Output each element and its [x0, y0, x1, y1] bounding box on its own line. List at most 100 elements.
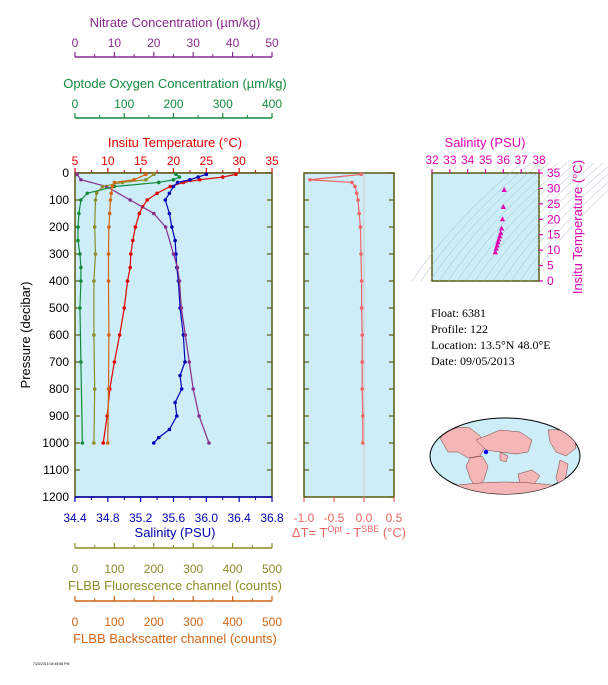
backscatter-point — [132, 177, 136, 182]
nitrate-point — [128, 198, 132, 202]
backscatter-tick-label: 300 — [183, 615, 203, 629]
delta-tick-label: 0.0 — [356, 511, 373, 525]
pressure-axis: 0 100 200 300 400 500 600 700 800 900 1000 1100 1200 — [42, 166, 272, 504]
temperature-tick-label: 15 — [134, 154, 148, 168]
oxygen-point — [80, 441, 85, 445]
oxygen-point — [79, 265, 83, 270]
salinity-tick-label: 36.4 — [227, 511, 251, 525]
temperature-point — [101, 441, 106, 445]
backscatter-tick-label: 100 — [104, 615, 124, 629]
pressure-tick-label: 500 — [49, 301, 69, 315]
nitrate-point — [75, 172, 79, 177]
temperature-point — [155, 191, 159, 196]
oxygen-point — [171, 177, 176, 182]
salinity-point — [167, 191, 172, 196]
delta-point — [355, 191, 359, 196]
oxygen-point — [79, 360, 83, 364]
salinity-tick-label: 34.4 — [63, 511, 87, 525]
salinity-point — [167, 427, 172, 432]
oxygen-tick-label: 300 — [213, 97, 233, 111]
backscatter-point — [107, 333, 111, 337]
delta-point — [359, 172, 363, 177]
delta-point — [357, 211, 362, 216]
delta-point — [356, 198, 360, 202]
nitrate-point — [207, 441, 211, 445]
backscatter-axis-title: FLBB Backscatter channel (counts) — [73, 631, 277, 646]
oxygen-point — [79, 279, 83, 283]
nitrate-point — [171, 252, 176, 256]
nitrate-tick-label: 10 — [108, 36, 122, 50]
ts-density-contour — [474, 162, 586, 282]
ts-ylabel: Insitu Temperature (°C) — [570, 160, 585, 294]
salinity-tick-label: 35.2 — [129, 511, 153, 525]
backscatter-point — [108, 198, 113, 202]
delta-point — [360, 387, 365, 391]
salinity-tick-label: 35.6 — [162, 511, 186, 525]
salinity-axis: 34.4 34.8 35.2 35.6 36.0 36.4 36.8 — [63, 496, 284, 525]
ts-ytick-label: 30 — [547, 181, 561, 195]
nitrate-point — [163, 225, 168, 229]
salinity-point — [175, 180, 180, 185]
ts-point — [501, 186, 507, 192]
pressure-tick-label: 400 — [49, 274, 69, 288]
backscatter-point — [107, 225, 111, 229]
ts-density-contour — [429, 162, 541, 282]
fluorescence-point — [93, 198, 98, 202]
temperature-point — [133, 225, 138, 229]
temperature-tick-label: 20 — [167, 154, 181, 168]
fluorescence-tick-label: 300 — [183, 562, 203, 576]
oxygen-point — [78, 306, 82, 310]
ts-point — [498, 230, 504, 236]
ts-xtick-label: 38 — [532, 153, 546, 167]
fluorescence-point — [92, 333, 96, 337]
nitrate-axis-title: Nitrate Concentration (µm/kg) — [90, 15, 261, 30]
temperature-point — [125, 279, 130, 283]
oxygen-tick-label: 0 — [72, 97, 79, 111]
salinity-point — [188, 177, 192, 182]
temperature-point — [137, 211, 142, 216]
temperature-point — [168, 184, 173, 189]
ts-density-contour — [411, 162, 523, 282]
temperature-point — [197, 177, 202, 182]
pressure-tick-label: 1100 — [43, 463, 69, 477]
ts-point — [493, 245, 499, 251]
nitrate-point — [177, 279, 182, 283]
salinity-point — [183, 360, 187, 364]
nitrate-point — [152, 211, 156, 216]
salinity-point — [174, 414, 179, 418]
nitrate-point — [183, 333, 188, 337]
temperature-point — [145, 198, 150, 202]
temperature-tick-label: 30 — [232, 154, 246, 168]
nitrate-tick-label: 0 — [72, 36, 79, 50]
ts-xtick-label: 33 — [443, 153, 457, 167]
ts-panel-background — [431, 172, 540, 282]
oxygen-point — [76, 225, 80, 229]
location: Location: 13.5°N 48.0°E — [431, 338, 551, 352]
fluorescence-tick-label: 0 — [72, 562, 79, 576]
salinity-point — [170, 225, 174, 229]
salinity-point — [179, 387, 184, 391]
ts-density-contour — [447, 162, 559, 282]
delta-point — [360, 360, 365, 364]
temperature-point — [128, 265, 132, 270]
backscatter-point — [105, 441, 110, 445]
ts-point — [496, 236, 502, 242]
float-location-marker — [483, 449, 489, 455]
ts-ytick-label: 15 — [547, 228, 561, 242]
salinity-point — [196, 175, 200, 179]
salinity-point — [163, 198, 168, 202]
pressure-tick-label: 100 — [49, 193, 69, 207]
backscatter-tick-label: 0 — [72, 615, 79, 629]
ts-point — [492, 249, 498, 255]
ts-density-contour — [519, 181, 608, 282]
nitrate-tick-label: 20 — [147, 36, 161, 50]
salinity-point — [171, 184, 176, 189]
pressure-axis-title: Pressure (decibar) — [18, 282, 33, 389]
backscatter-point — [110, 184, 115, 189]
salinity-point — [174, 252, 178, 256]
pressure-tick-label: 600 — [49, 328, 69, 342]
nitrate-tick-label: 40 — [226, 36, 240, 50]
ts-density-contour — [456, 162, 568, 282]
pressure-tick-label: 0 — [62, 166, 69, 180]
delta-point — [361, 414, 365, 418]
